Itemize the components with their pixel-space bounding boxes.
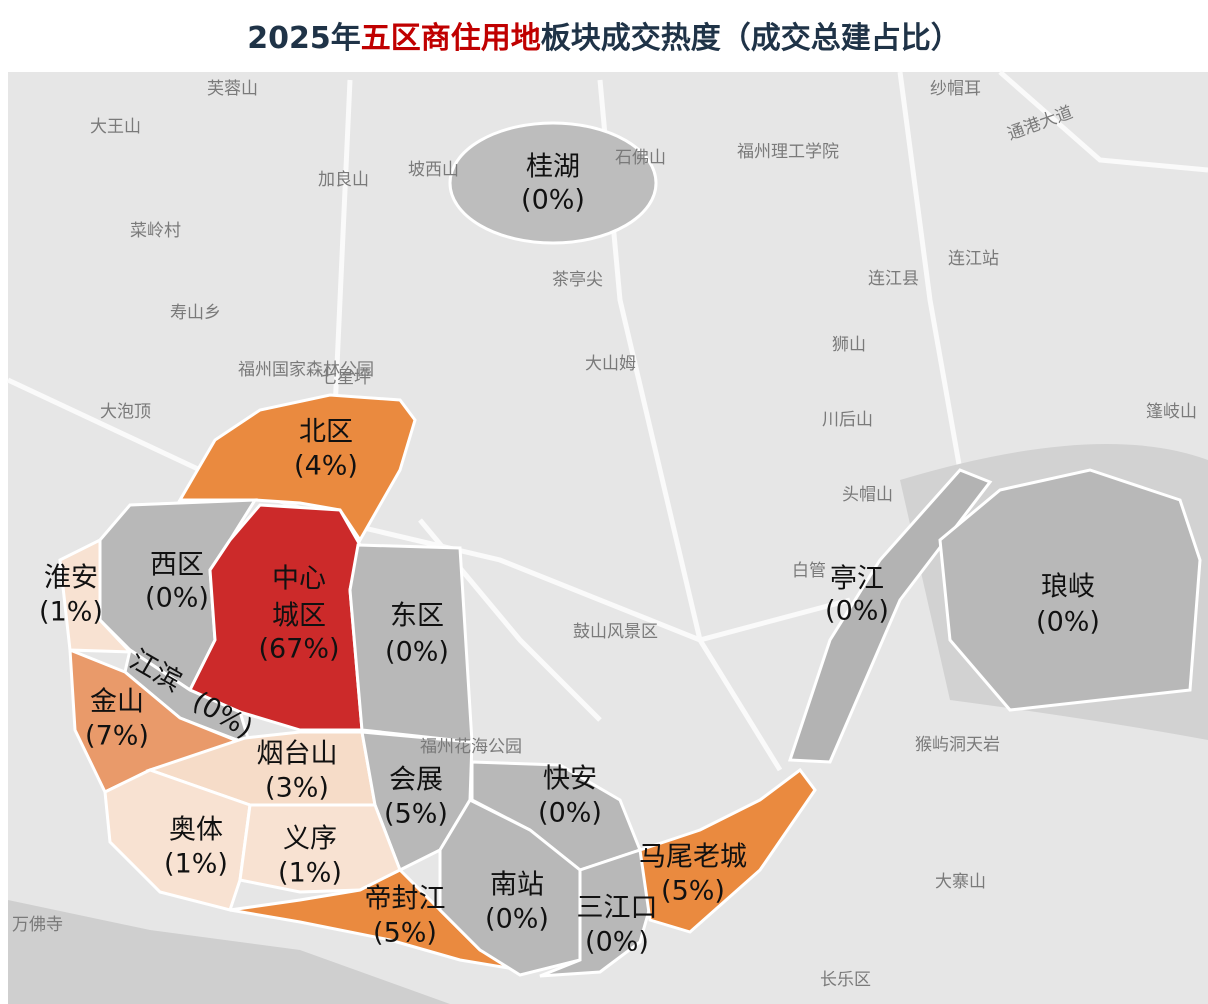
place-label: 狮山 — [832, 335, 866, 355]
region-labels: 桂湖(0%)北区(4%)西区(0%)中心城区(67%)东区(0%)淮安(1%)江… — [39, 152, 1100, 958]
region-share: (1%) — [39, 597, 103, 628]
region-shape — [938, 468, 1202, 712]
region-share: (4%) — [294, 451, 358, 482]
place-label: 坡西山 — [408, 160, 459, 180]
region-name: 马尾老城 — [639, 842, 747, 873]
region-share: (0%) — [825, 596, 889, 627]
region-name: 琅岐 — [1041, 572, 1095, 603]
region-name: 中心 — [272, 564, 326, 595]
region-name: 义序 — [283, 824, 337, 855]
region-share: (0%) — [1036, 607, 1100, 638]
region-name: 会展 — [389, 765, 443, 796]
title-text: 2025年 — [247, 21, 361, 56]
region-name: 帝封江 — [365, 884, 446, 915]
place-label: 福州花海公园 — [420, 737, 522, 757]
region-name: 桂湖 — [526, 152, 580, 183]
regions — [58, 121, 1202, 978]
place-label: 猴屿洞天岩 — [915, 735, 1000, 755]
place-label: 茶亭尖 — [552, 270, 603, 290]
region-name: 北区 — [299, 417, 353, 448]
place-label: 福州理工学院 — [737, 142, 839, 162]
title-highlight: 五区商住用地 — [360, 21, 541, 56]
region-share: (3%) — [265, 773, 329, 804]
region-share: (0%) — [585, 927, 649, 958]
place-label: 万佛寺 — [12, 915, 63, 935]
region-share: (67%) — [258, 634, 339, 665]
place-label: 寿山乡 — [170, 303, 221, 323]
place-label: 篷岐山 — [1146, 402, 1197, 422]
region-shape — [448, 121, 658, 245]
place-label: 连江站 — [948, 249, 999, 269]
region-share: (0%) — [521, 185, 585, 216]
region-name: 南站 — [490, 870, 544, 901]
region-name: 西区 — [150, 550, 204, 581]
region-share: (0%) — [538, 798, 602, 829]
region-name: 快安 — [543, 764, 597, 795]
place-label: 鼓山风景区 — [573, 622, 658, 642]
place-label: 大泡顶 — [100, 402, 151, 422]
region-share: (0%) — [485, 904, 549, 935]
region-share: (0%) — [145, 583, 209, 614]
place-label: 石佛山 — [615, 148, 666, 168]
region-name: 烟台山 — [257, 739, 338, 770]
region-name: 淮安 — [44, 563, 98, 594]
region-share: (1%) — [164, 849, 228, 880]
region-name: 金山 — [90, 687, 144, 718]
region-name: 城区 — [272, 601, 326, 632]
title-text: 板块成交热度（成交总建占比） — [540, 21, 961, 56]
region-share: (1%) — [278, 858, 342, 889]
region-shape — [187, 503, 364, 732]
region-shape — [103, 768, 252, 912]
place-label: 长乐区 — [820, 970, 871, 990]
region-shape — [177, 393, 417, 543]
region-name: 三江口 — [577, 893, 658, 924]
region-shape — [638, 767, 817, 934]
place-label: 连江县 — [868, 269, 919, 289]
region-name: 东区 — [390, 601, 444, 632]
place-label: 纱帽耳 — [930, 79, 981, 99]
region-share: (5%) — [373, 918, 437, 949]
place-label: 加良山 — [318, 170, 369, 190]
region-name: 奥体 — [169, 815, 223, 846]
place-label: 七星坪 — [320, 368, 371, 388]
place-label: 大山姆 — [585, 354, 636, 374]
region-share: (5%) — [661, 876, 725, 907]
place-label: 芙蓉山 — [207, 79, 258, 99]
region-share: (5%) — [384, 799, 448, 830]
region-shape — [58, 537, 134, 654]
place-label: 大寨山 — [935, 872, 986, 892]
place-label: 川后山 — [822, 410, 873, 430]
region-share: (0%) — [385, 637, 449, 668]
region-name: 亭江 — [830, 564, 884, 595]
place-label: 白管 — [792, 561, 826, 581]
place-label: 菜岭村 — [130, 221, 181, 241]
place-label: 头帽山 — [842, 485, 893, 505]
place-label: 福州国家森林公园 — [238, 360, 374, 380]
title: 2025年五区商住用地板块成交热度（成交总建占比） — [0, 0, 1208, 70]
region-share: (7%) — [85, 721, 149, 752]
place-label: 大王山 — [90, 117, 141, 137]
